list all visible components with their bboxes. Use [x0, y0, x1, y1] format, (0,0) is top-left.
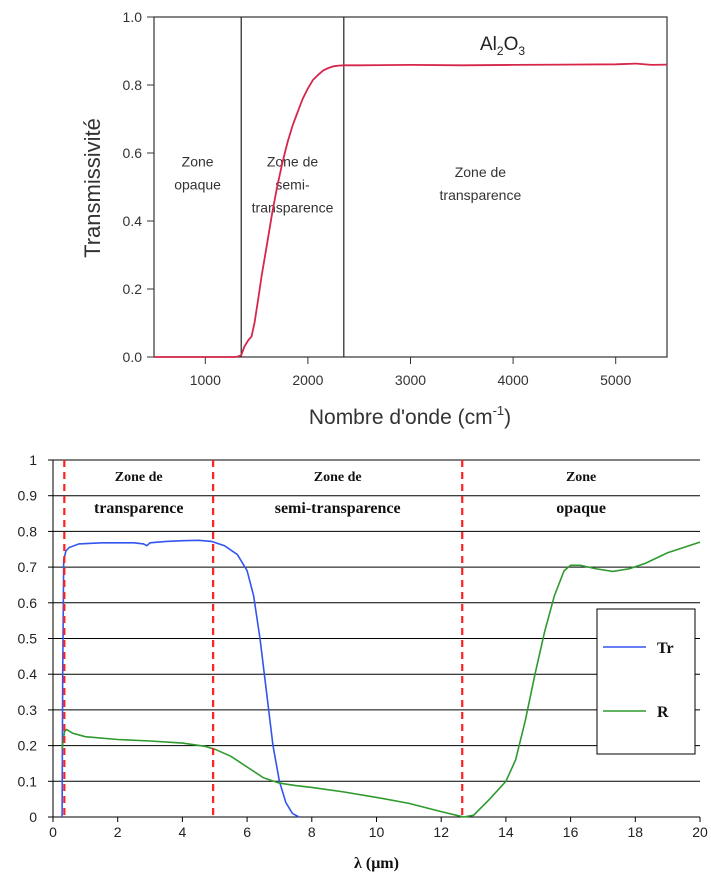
y-tick-label: 1.0 [123, 9, 143, 25]
x-axis-title: λ (μm) [354, 855, 399, 872]
x-tick-label: 10 [369, 824, 385, 840]
material-label: Al2O3 [480, 34, 525, 58]
y-tick-label: 0.6 [18, 595, 38, 611]
y-tick-label: 0.2 [123, 281, 143, 297]
y-tick-label: 0.7 [18, 559, 38, 575]
legend-box [596, 608, 696, 755]
x-tick-label: 4 [179, 824, 187, 840]
y-axis-title: Transmissivité [80, 118, 105, 258]
y-tick-label: 0.3 [18, 702, 38, 718]
legend-label: Tr [657, 640, 674, 657]
y-tick-label: 0.2 [18, 738, 38, 754]
zone-label: Zone de [455, 164, 507, 180]
y-tick-label: 0.4 [18, 666, 38, 682]
series-line-tr [61, 539, 300, 818]
y-tick-label: 0 [29, 809, 37, 825]
y-tick-label: 0.6 [123, 145, 143, 161]
x-tick-label: 4000 [498, 372, 529, 388]
transmissivity-chart: 0.0 0.2 0.4 0.6 0.8 1.0 1000 2000 3000 4000 5000 Zo… [80, 9, 668, 429]
zone-label: transparence [94, 500, 183, 517]
zone-label: transparence [440, 187, 522, 203]
y-tick-label: 0.4 [123, 213, 143, 229]
y-tick-label: 0.8 [123, 77, 143, 93]
x-tick-label: 6 [243, 824, 251, 840]
zone-label: Zone [566, 470, 596, 485]
zone-label: semi- [275, 177, 310, 193]
x-tick-label: 18 [628, 824, 644, 840]
x-tick-label: 12 [433, 824, 449, 840]
x-tick-label: 3000 [395, 372, 426, 388]
x-tick-label: 2 [114, 824, 122, 840]
series-line-r [61, 541, 701, 818]
transmissivity-line [154, 62, 668, 358]
x-tick-label: 1000 [190, 372, 221, 388]
zone-label: Zone de [115, 470, 163, 485]
x-tick-label: 16 [563, 824, 579, 840]
x-tick-label: 20 [692, 824, 708, 840]
x-tick-label: 14 [498, 824, 514, 840]
x-tick-label: 5000 [600, 372, 631, 388]
y-tick-label: 0.9 [18, 488, 38, 504]
legend-label: R [657, 704, 669, 721]
zone-label: opaque [174, 177, 221, 193]
y-tick-label: 0.5 [18, 631, 38, 647]
zone-label: semi-transparence [275, 500, 401, 517]
zone-label: Zone de [267, 154, 319, 170]
y-tick-label: 0.0 [123, 349, 143, 365]
y-tick-label: 0.1 [18, 773, 38, 789]
y-tick-label: 0.8 [18, 523, 38, 539]
zone-label: Zone de [314, 470, 362, 485]
x-tick-label: 0 [49, 824, 57, 840]
x-tick-label: 2000 [292, 372, 323, 388]
x-tick-label: 8 [308, 824, 316, 840]
zone-label: opaque [556, 500, 606, 517]
y-tick-label: 1 [29, 452, 37, 468]
zone-label: Zone [182, 154, 214, 170]
x-axis-title: Nombre d'onde (cm-1) [309, 403, 511, 429]
